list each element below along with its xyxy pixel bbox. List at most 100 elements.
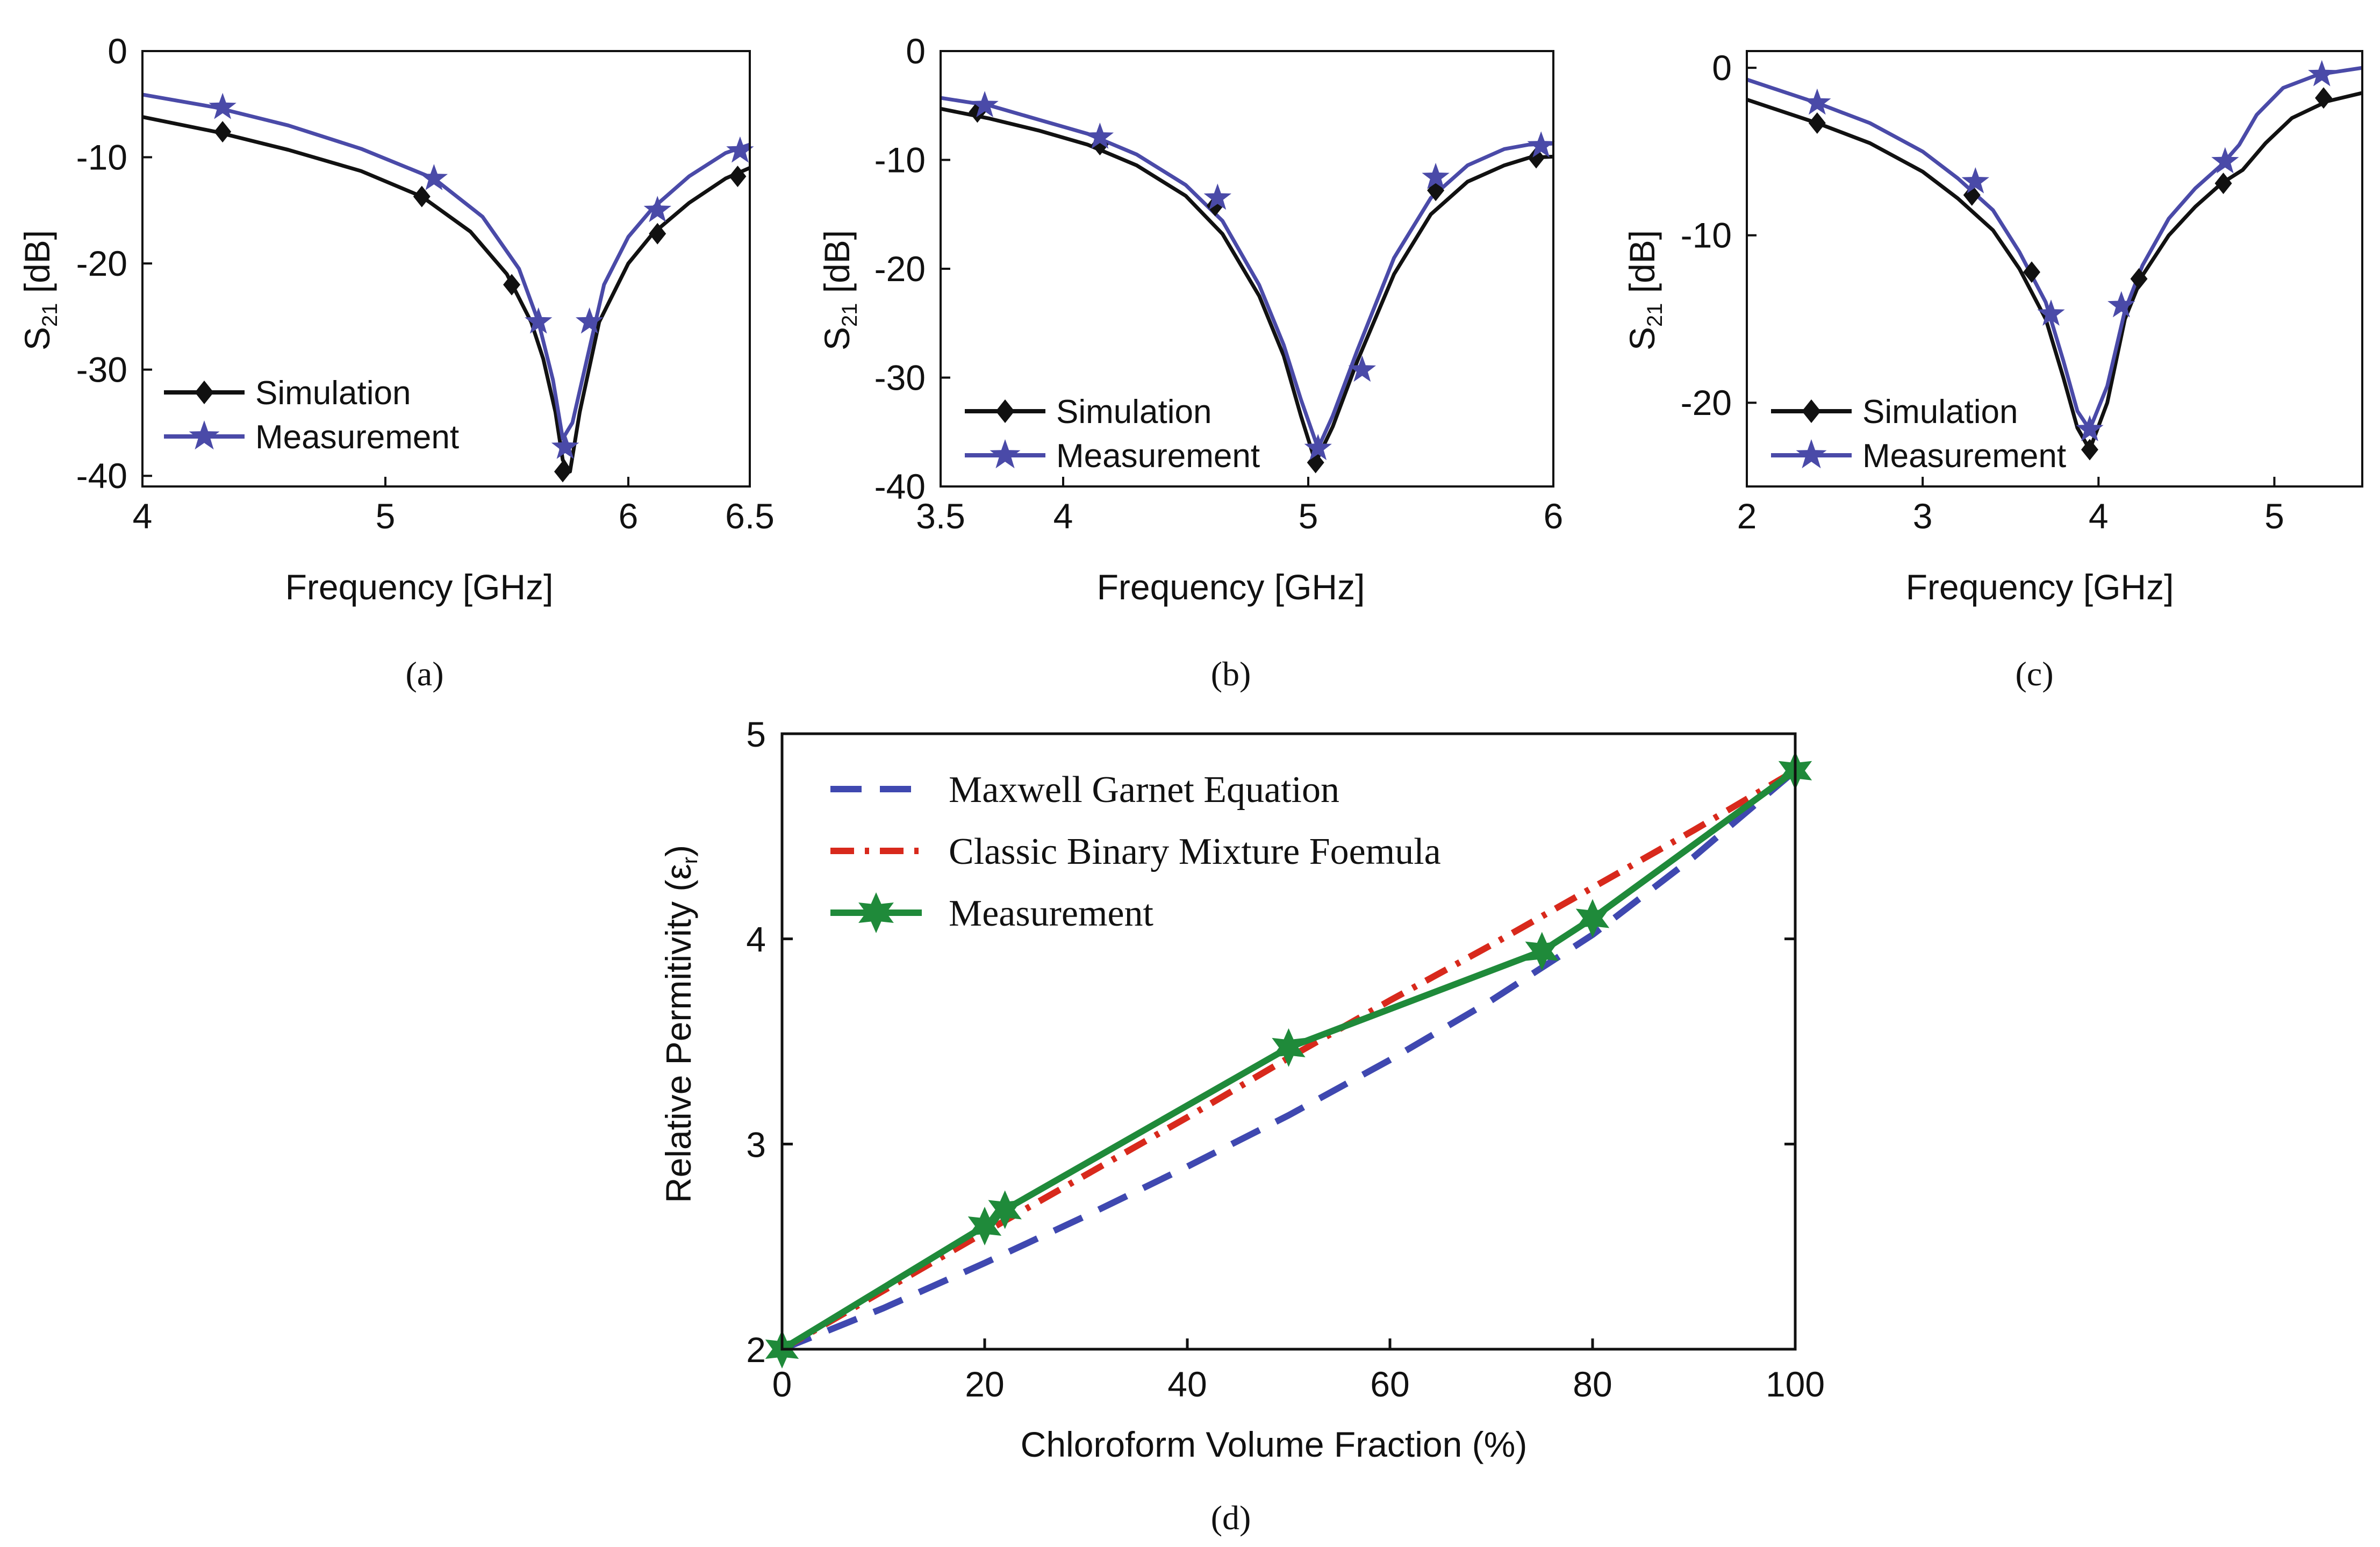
- y-axis-label-c-unit: [dB]: [1622, 230, 1662, 303]
- data-point-c-simulation: [1963, 184, 1981, 206]
- chart-c: 2 3 4 5 0 -10 -20 Simulation Measurement Frequen…: [1622, 48, 2363, 693]
- y-tick-label-a: -40: [76, 456, 127, 496]
- data-point-a-simulation: [503, 274, 521, 296]
- y-axis-label-c: S21 [dB]: [1622, 230, 1667, 350]
- y-tick-label-c: -20: [1681, 383, 1732, 422]
- data-point-a-simulation: [729, 166, 747, 188]
- data-point-b-simulation: [1528, 147, 1545, 169]
- y-tick-label-b: -20: [874, 249, 926, 289]
- legend-label-a: Simulation: [255, 375, 411, 412]
- caption-d: (d): [1211, 1499, 1251, 1537]
- x-axis-label-c: Frequency [GHz]: [1906, 567, 2174, 607]
- y-tick-label-b: 0: [906, 31, 926, 71]
- chart-a: 4 5 6 6.5 0 -10 -20 -30 -40 Simulation Measurement…: [17, 31, 775, 693]
- legend-marker-c-measurement: [1796, 439, 1827, 469]
- legend-c: Simulation Measurement: [1771, 393, 2066, 475]
- plot-frame-c: [1746, 50, 2363, 488]
- data-point-a-simulation: [554, 461, 571, 483]
- data-point-b-measurement: [1422, 162, 1450, 189]
- data-point-a-simulation: [413, 185, 431, 207]
- plot-area-b: 3.5 4 5 6 0 -10 -20 -30 -40 Simulation Measurement: [874, 31, 1564, 536]
- legend-marker-a-simulation: [195, 381, 214, 404]
- data-point-c-simulation: [2081, 439, 2098, 461]
- y-tick-label-b: -10: [874, 140, 926, 180]
- legend-marker-a-measurement: [189, 420, 220, 450]
- y-axis-label-d-sub: r: [678, 857, 702, 864]
- plot-frame-a: [141, 50, 751, 488]
- y-axis-label-a-main: S: [17, 327, 57, 350]
- x-tick-label-c: 4: [2089, 496, 2109, 536]
- legend-marker-b-simulation: [995, 399, 1015, 423]
- y-tick-label-a: -10: [76, 138, 127, 177]
- data-point-a-measurement: [576, 307, 604, 334]
- data-point-a-measurement: [551, 432, 579, 459]
- chart-b: 3.5 4 5 6 0 -10 -20 -30 -40 Simulation Measurement…: [817, 31, 1563, 693]
- x-tick-label-c: 5: [2264, 496, 2284, 536]
- caption-c: (c): [2015, 655, 2053, 693]
- x-tick-label-d: 60: [1370, 1364, 1409, 1404]
- series-line-b-measurement: [941, 96, 1553, 450]
- x-tick-label-a: 5: [376, 496, 396, 536]
- data-point-b-measurement: [1348, 355, 1376, 382]
- data-point-a-measurement: [525, 307, 553, 334]
- x-tick-label-d: 20: [965, 1364, 1004, 1404]
- data-point-c-measurement: [2037, 299, 2065, 326]
- data-point-a-measurement: [420, 164, 448, 190]
- y-axis-label-a: S21 [dB]: [17, 230, 62, 350]
- y-tick-label-b: -30: [874, 358, 926, 398]
- y-tick-label-a: 0: [107, 31, 127, 71]
- x-tick-label-c: 3: [1913, 496, 1933, 536]
- data-point-c-measurement: [2211, 147, 2239, 174]
- y-tick-label-d: 4: [746, 920, 766, 959]
- y-tick-label-a: -30: [76, 350, 127, 390]
- data-point-c-measurement: [2107, 291, 2135, 318]
- plot-area-a: 4 5 6 6.5 0 -10 -20 -30 -40 Simulation Measurement: [76, 31, 775, 536]
- x-axis-label-b: Frequency [GHz]: [1097, 567, 1365, 607]
- legend-label-d-binary-mixture: Classic Binary Mixture Foemula: [949, 831, 1441, 872]
- legend-label-b: Simulation: [1056, 393, 1211, 431]
- y-axis-label-a-sub: 21: [38, 303, 62, 327]
- data-point-a-simulation: [214, 121, 232, 143]
- x-tick-label-d: 100: [1766, 1364, 1825, 1404]
- x-tick-label-a: 6: [619, 496, 639, 536]
- plot-frame-d: [780, 732, 1797, 1351]
- data-point-c-measurement: [2076, 415, 2104, 441]
- y-tick-label-d: 2: [746, 1330, 766, 1370]
- x-tick-label-d: 40: [1167, 1364, 1207, 1404]
- legend-label-c: Measurement: [1862, 438, 2066, 475]
- x-tick-label-d: 80: [1573, 1364, 1612, 1404]
- y-axis-label-c-main: S: [1622, 327, 1662, 350]
- data-point-d-measurement: [1525, 932, 1559, 971]
- data-point-d-measurement: [1575, 899, 1610, 938]
- data-point-c-simulation: [2130, 268, 2148, 290]
- series-line-b-simulation: [941, 106, 1553, 464]
- series-line-d-binary-mixture: [780, 768, 1797, 1352]
- x-axis-label-a: Frequency [GHz]: [285, 567, 554, 607]
- y-axis-label-b-unit: [dB]: [817, 230, 857, 303]
- data-point-c-simulation: [2023, 261, 2040, 283]
- data-point-d-measurement: [1272, 1028, 1306, 1067]
- y-tick-label-c: -10: [1681, 216, 1732, 255]
- y-tick-label-a: -20: [76, 243, 127, 283]
- y-axis-label-b-main: S: [817, 327, 857, 350]
- y-axis-label-d-main: Relative Permitivity (ε: [658, 864, 698, 1203]
- x-tick-label-b: 6: [1544, 496, 1564, 536]
- x-tick-label-c: 2: [1737, 496, 1757, 536]
- x-tick-label-d: 0: [772, 1364, 792, 1404]
- data-point-a-measurement: [726, 136, 754, 163]
- y-axis-label-b: S21 [dB]: [817, 230, 862, 350]
- data-point-d-measurement: [988, 1190, 1022, 1229]
- legend-marker-c-simulation: [1802, 399, 1821, 423]
- legend-label-b: Measurement: [1056, 438, 1260, 475]
- x-tick-label-b: 4: [1053, 496, 1073, 536]
- x-tick-label-b: 5: [1299, 496, 1318, 536]
- x-tick-label-a: 6.5: [725, 496, 775, 536]
- y-axis-label-c-sub: 21: [1643, 303, 1667, 327]
- legend-label-c: Simulation: [1862, 393, 2018, 431]
- data-point-c-simulation: [2214, 173, 2232, 195]
- data-point-c-simulation: [2315, 87, 2333, 109]
- series-line-d-maxwell: [780, 768, 1797, 1352]
- y-tick-label-d: 5: [746, 714, 766, 754]
